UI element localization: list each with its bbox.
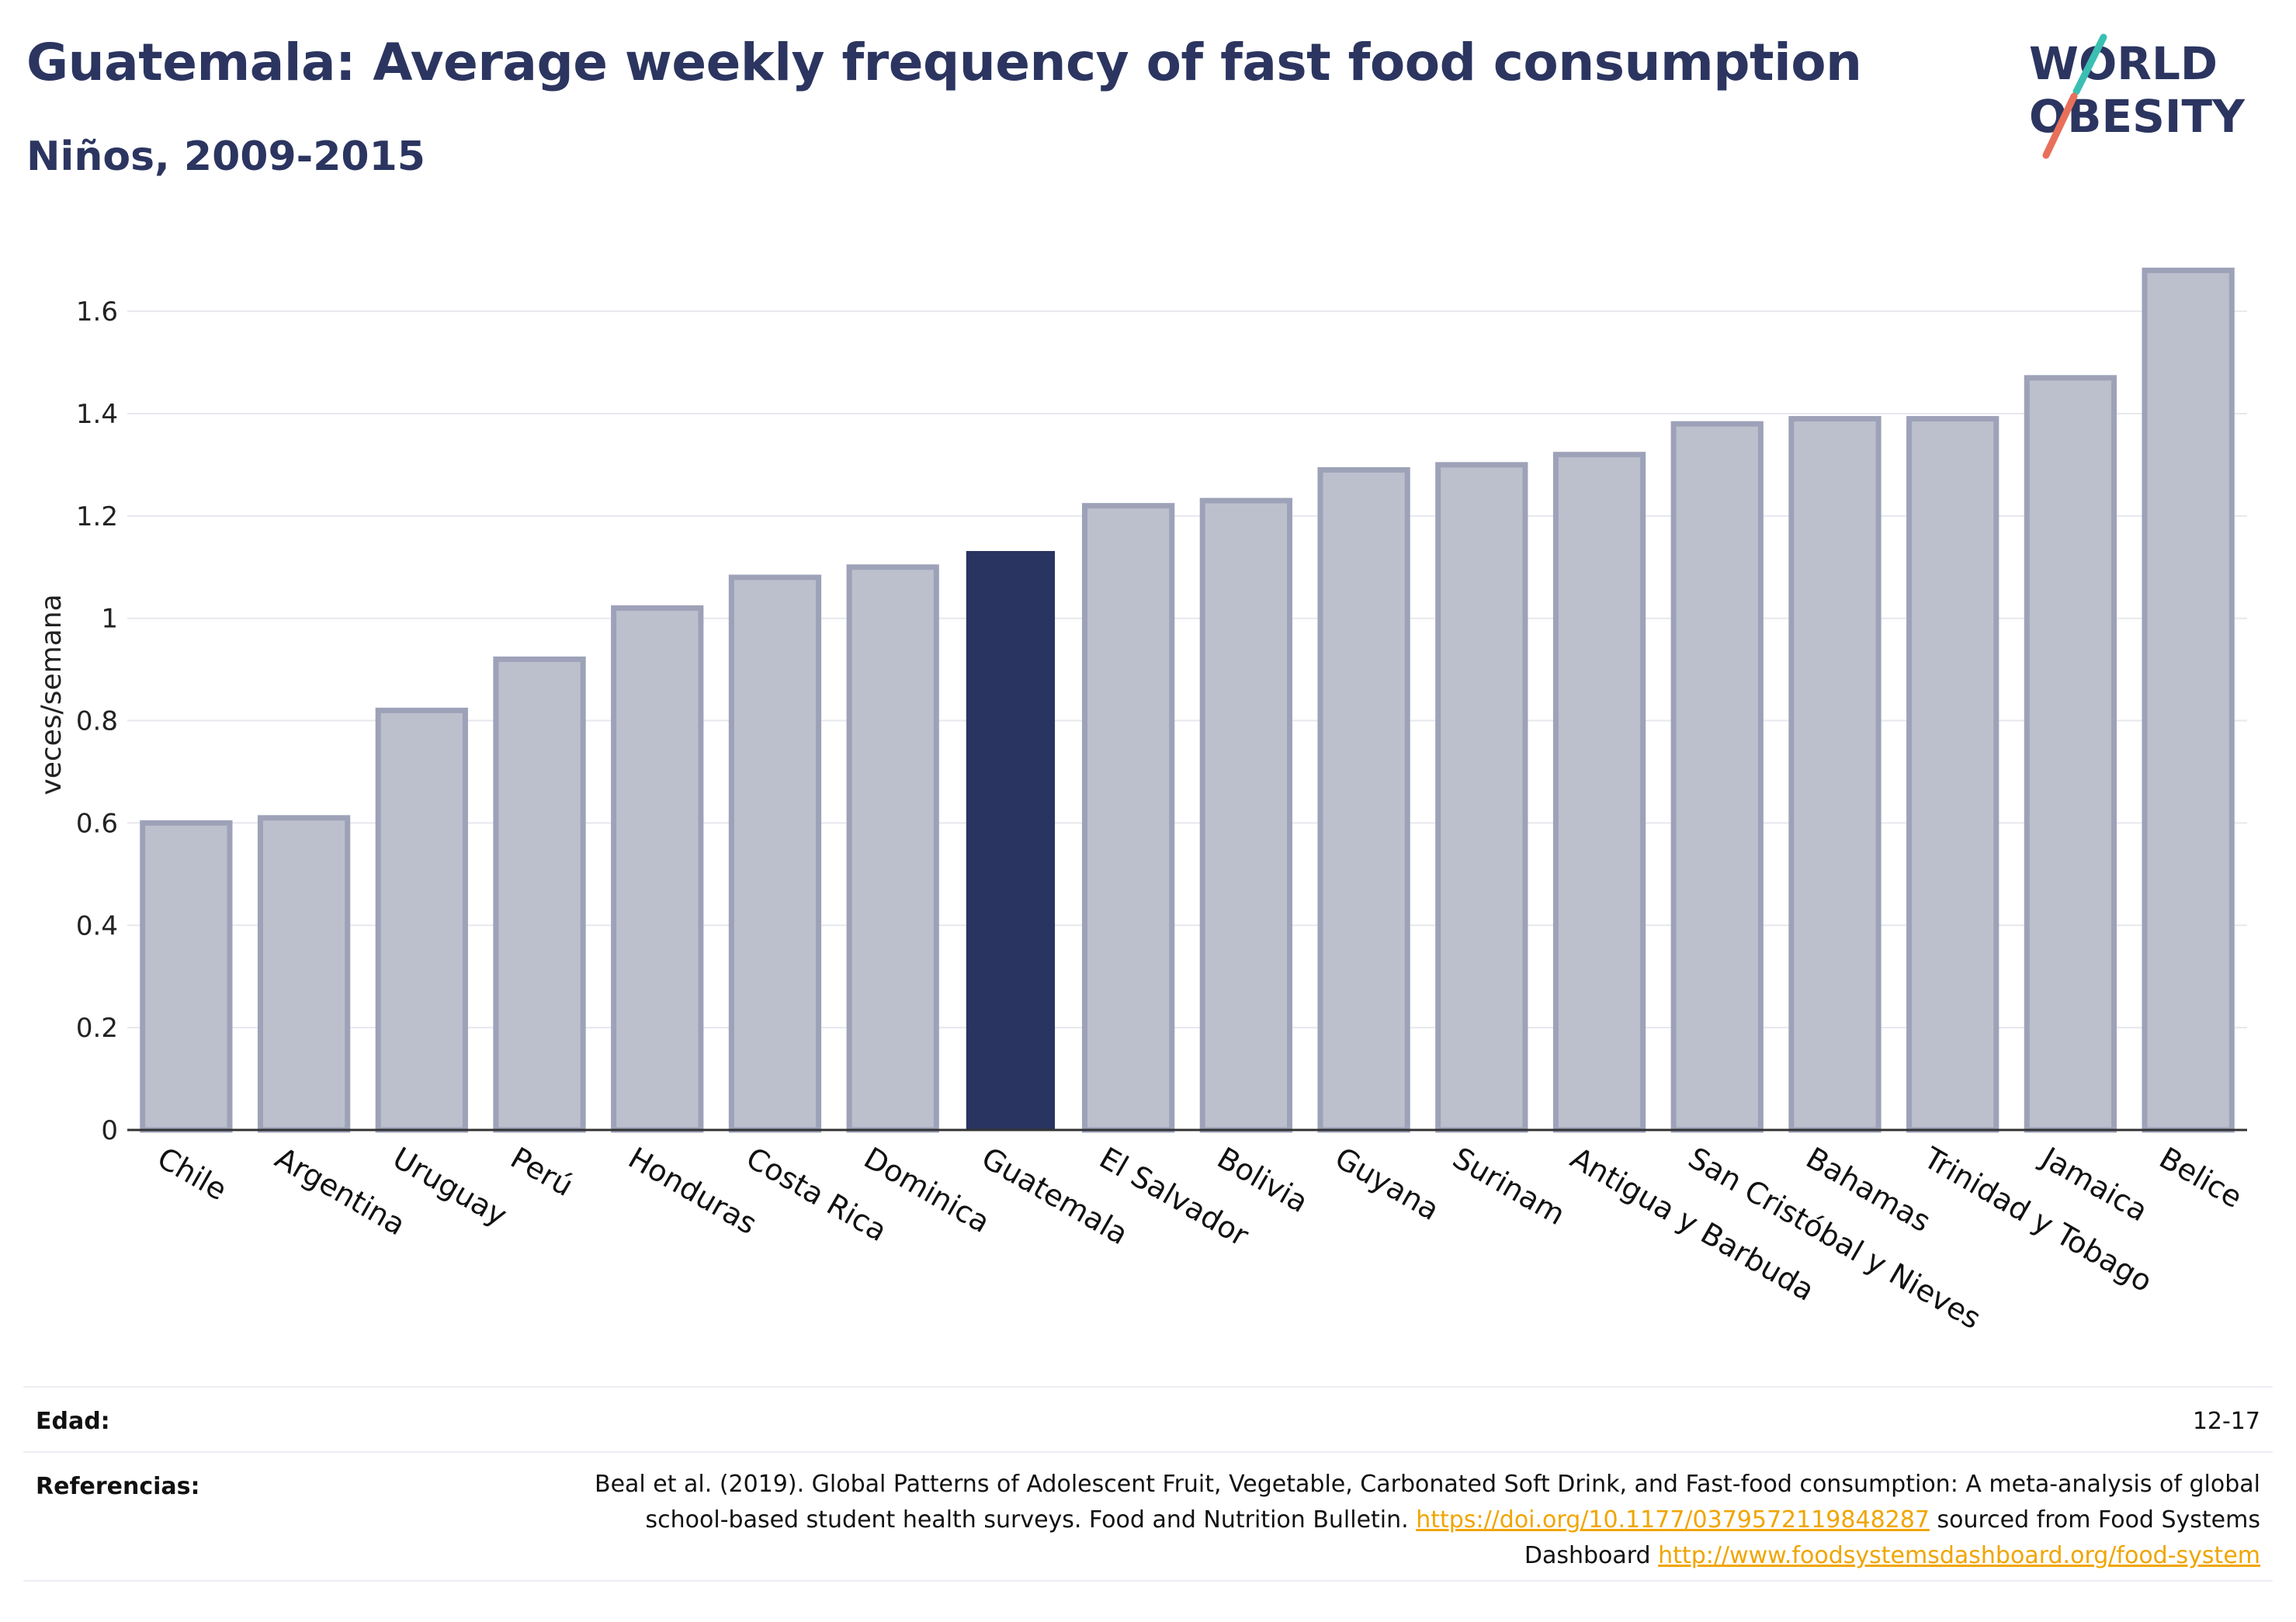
y-tick-label: 0.4 (76, 910, 118, 941)
bar (1082, 503, 1175, 1133)
chart-title: Guatemala: Average weekly frequency of f… (26, 33, 1862, 92)
bar (493, 656, 586, 1133)
bar-highlight (966, 550, 1056, 1131)
references-label: Referencias: (36, 1473, 200, 1500)
bar (1435, 462, 1528, 1133)
y-tick-label: 0.6 (76, 808, 118, 839)
bar (1199, 497, 1292, 1133)
bar (728, 574, 822, 1133)
bar (2142, 267, 2235, 1133)
bar (1552, 452, 1646, 1133)
y-tick-label: 0 (101, 1115, 118, 1146)
bar (611, 605, 704, 1133)
footer-divider (23, 1451, 2273, 1453)
x-tick-label: Argentina (269, 1141, 411, 1242)
y-tick-label: 1.6 (76, 296, 118, 328)
world-obesity-logo: WORLD OBESITY (2029, 33, 2246, 159)
bar (1670, 421, 1764, 1133)
y-tick-label: 0.2 (76, 1013, 118, 1044)
x-tick-label: Guyana (1330, 1141, 1445, 1227)
bar (2024, 375, 2117, 1133)
y-tick-label: 1.2 (76, 501, 118, 532)
svg-text:WORLD: WORLD (2029, 37, 2218, 90)
bar (1788, 416, 1882, 1133)
doi-link[interactable]: https://doi.org/10.1177/0379572119848287 (1416, 1506, 1930, 1534)
age-value: 12-17 (2192, 1408, 2260, 1435)
x-tick-label: Perú (505, 1141, 579, 1203)
references-source: sourced from Food Systems Dashboard (1524, 1506, 2260, 1569)
bar (1906, 416, 1999, 1133)
y-tick-label: 1 (101, 604, 118, 635)
bar (846, 564, 939, 1133)
references-citation: Beal et al. (2019). Global Patterns of A… (594, 1471, 2260, 1534)
bar (375, 707, 468, 1133)
footer-divider (23, 1580, 2273, 1582)
bar (140, 820, 233, 1133)
bar (257, 815, 351, 1133)
x-tick-label: Chile (151, 1141, 232, 1208)
x-tick-label: Belice (2154, 1141, 2248, 1215)
age-label: Edad: (36, 1408, 110, 1435)
footer-divider (23, 1386, 2273, 1388)
dashboard-link[interactable]: http://www.foodsystemsdashboard.org/food… (1658, 1542, 2260, 1569)
chart-subtitle: Niños, 2009-2015 (26, 133, 425, 180)
bar (1317, 467, 1410, 1133)
references-text: Beal et al. (2019). Global Patterns of A… (591, 1467, 2260, 1574)
y-tick-label: 0.8 (76, 706, 118, 737)
y-axis-label: veces/semana (36, 594, 68, 795)
x-tick-label: Honduras (623, 1141, 762, 1242)
x-tick-label: Surinam (1447, 1141, 1571, 1232)
bar-chart: 0 0.2 0.4 0.6 0.8 1 1.2 1.4 1.6 veces/semana Chile… (36, 267, 2248, 1336)
y-tick-label: 1.4 (76, 399, 118, 430)
